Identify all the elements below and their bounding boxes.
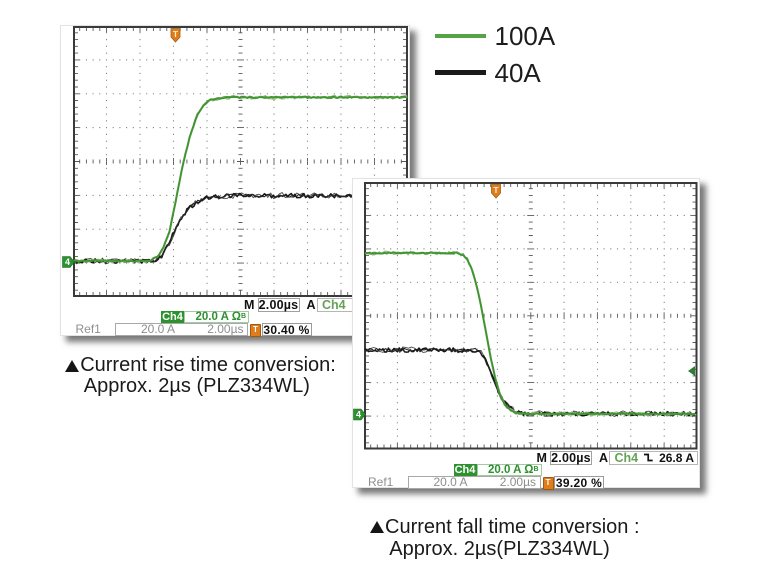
svg-text:T: T xyxy=(173,29,179,39)
svg-text:4: 4 xyxy=(355,409,360,419)
svg-text:4: 4 xyxy=(65,257,70,267)
svg-text:T: T xyxy=(493,185,499,195)
